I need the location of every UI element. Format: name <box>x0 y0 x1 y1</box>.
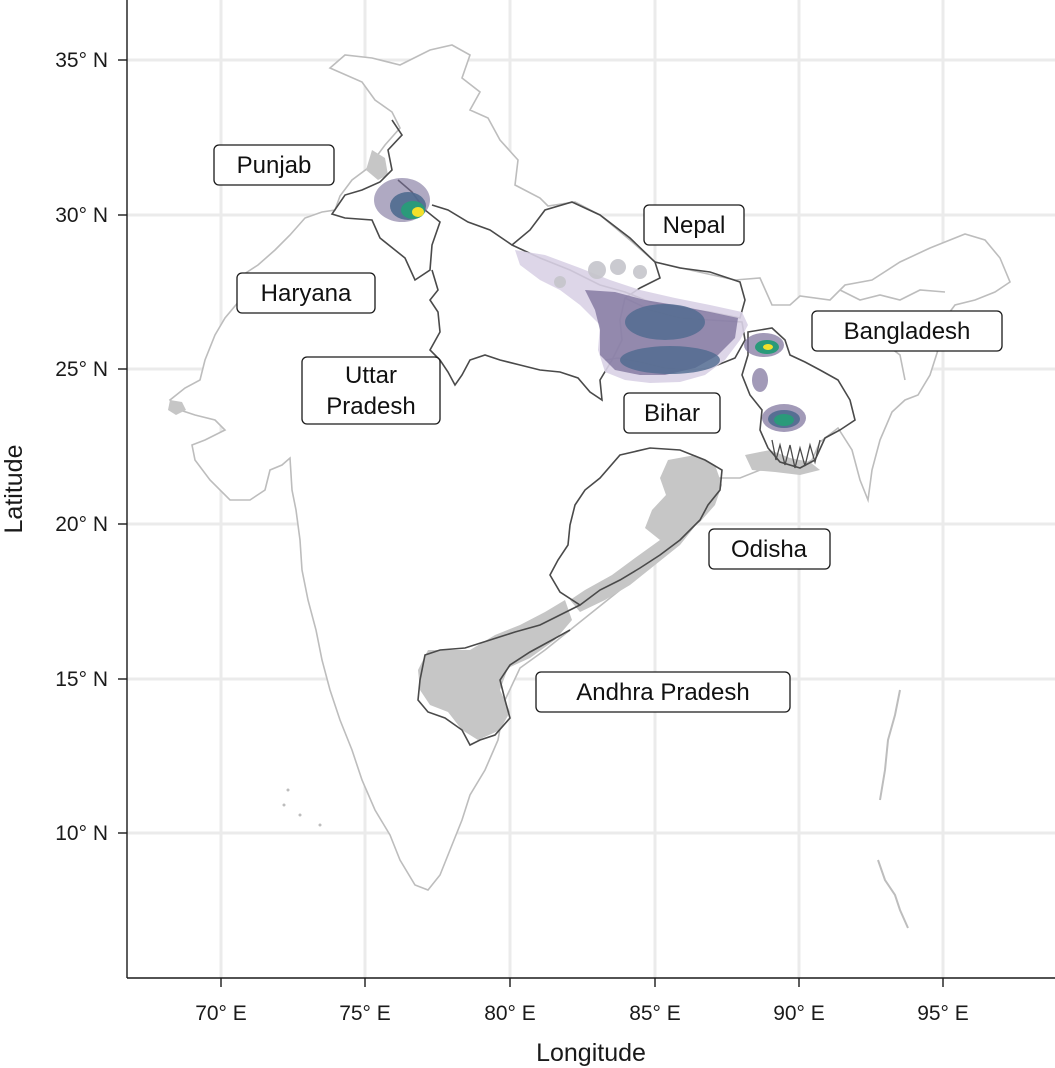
region-labels: Punjab Haryana Uttar Pradesh Nepal Bihar… <box>213 144 1003 713</box>
label-text: Bangladesh <box>844 318 971 345</box>
gray-fill-andhra <box>418 600 572 740</box>
y-tick-label: 20° N <box>55 513 108 536</box>
label-andhra-pradesh: Andhra Pradesh <box>535 671 791 713</box>
label-box <box>643 204 745 246</box>
island-dot <box>298 813 302 817</box>
x-tick-label: 75° E <box>339 1002 391 1025</box>
label-text: Punjab <box>237 152 312 179</box>
density-dot <box>610 259 626 275</box>
density-bangladesh-mid-low <box>752 368 768 392</box>
gray-fill-odisha <box>645 455 722 540</box>
density-dot <box>588 261 606 279</box>
label-text: Haryana <box>261 280 352 307</box>
andhra-pradesh-outline <box>417 604 581 747</box>
island-dot <box>318 823 322 827</box>
label-box <box>623 392 721 434</box>
label-text: Nepal <box>663 212 726 239</box>
lakshadweep-islands <box>282 788 322 827</box>
x-tick-label: 80° E <box>484 1002 536 1025</box>
y-tick-label: 15° N <box>55 668 108 691</box>
island-dot <box>286 788 290 792</box>
label-text: Bihar <box>644 400 700 427</box>
gray-fill-gujarat <box>168 400 186 415</box>
island-dot <box>282 803 286 807</box>
label-uttar-pradesh: Uttar Pradesh <box>301 356 441 425</box>
label-box <box>535 671 791 713</box>
x-axis-title: Longitude <box>536 1039 646 1067</box>
density-punjab-peak <box>412 207 424 217</box>
density-dot <box>633 265 647 279</box>
label-punjab: Punjab <box>213 144 335 186</box>
bangladesh-outline <box>741 327 856 469</box>
punjab-haryana-outline <box>330 119 441 282</box>
x-tick-label: 90° E <box>773 1002 825 1025</box>
x-tick-labels: 70° E 75° E 80° E 85° E 90° E 95° E <box>195 1002 969 1025</box>
density-bangladesh-south-green <box>774 414 794 426</box>
label-box <box>236 272 376 314</box>
label-bihar: Bihar <box>623 392 721 434</box>
y-tick-label: 25° N <box>55 358 108 381</box>
label-box <box>213 144 335 186</box>
label-bangladesh: Bangladesh <box>811 310 1003 352</box>
gray-fill-areas <box>168 150 820 740</box>
density-dots <box>554 259 647 288</box>
y-tick-label: 35° N <box>55 49 108 72</box>
x-tick-label: 95° E <box>917 1002 969 1025</box>
odisha-outline <box>549 447 723 606</box>
label-box <box>811 310 1003 352</box>
density-bihar-blue-1 <box>625 304 705 340</box>
andaman-islands <box>877 689 909 929</box>
x-tick-label: 85° E <box>629 1002 681 1025</box>
x-tick-label: 70° E <box>195 1002 247 1025</box>
label-text: Pradesh <box>326 393 415 420</box>
gray-fill-punjab <box>366 150 388 180</box>
sundarbans-outline <box>771 439 821 469</box>
y-tick-label: 10° N <box>55 822 108 845</box>
label-text: Andhra Pradesh <box>576 679 749 706</box>
label-text: Odisha <box>731 536 808 563</box>
density-dot <box>554 276 566 288</box>
label-odisha: Odisha <box>708 528 831 570</box>
density-bangladesh-north-peak <box>763 344 773 350</box>
density-bihar-blue-2 <box>620 346 720 374</box>
label-box <box>708 528 831 570</box>
y-ticks <box>118 59 127 834</box>
label-box <box>301 356 441 425</box>
y-tick-label: 30° N <box>55 204 108 227</box>
x-ticks <box>220 978 944 987</box>
label-haryana: Haryana <box>236 272 376 314</box>
y-axis-title: Latitude <box>0 445 28 534</box>
density-layers <box>374 178 806 432</box>
label-nepal: Nepal <box>643 204 745 246</box>
y-tick-labels: 35° N 30° N 25° N 20° N 15° N 10° N <box>55 49 108 845</box>
label-text: Uttar <box>345 362 397 389</box>
